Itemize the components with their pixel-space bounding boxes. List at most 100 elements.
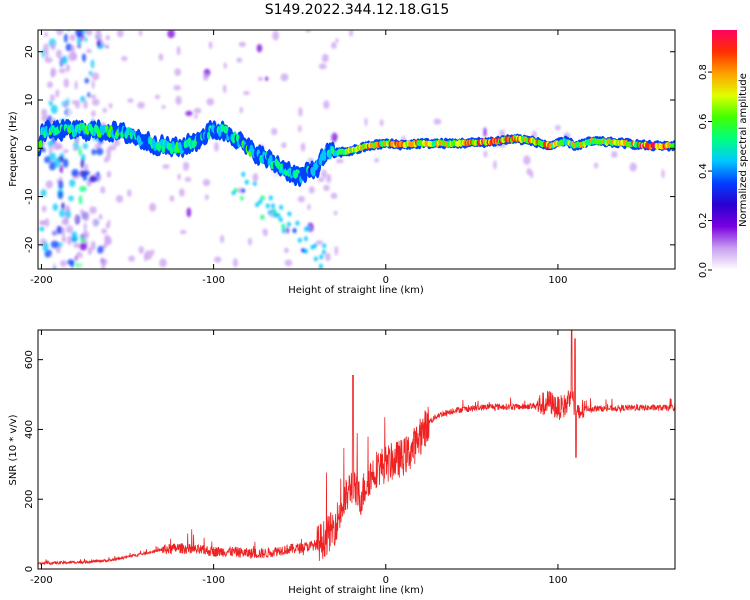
noise-blob: [603, 216, 610, 222]
noise-blob: [291, 84, 297, 94]
noise-blob: [81, 53, 87, 63]
snr-panel: -200 -100 0 100 0 200 400 600 Height of straig…: [8, 329, 676, 596]
noise-blob: [91, 148, 97, 156]
x-tick-label: 100: [548, 575, 567, 586]
noise-blob: [591, 43, 600, 49]
y-tick-label: -10: [24, 188, 35, 204]
noise-blob: [611, 150, 618, 159]
ridge-core: [224, 125, 229, 134]
noise-blob: [298, 107, 303, 117]
noise-blob: [319, 254, 324, 260]
noise-blob: [73, 146, 78, 152]
ridge-core: [38, 140, 43, 149]
noise-blob: [326, 174, 332, 184]
noise-blob: [397, 240, 403, 250]
noise-blob: [188, 47, 193, 54]
noise-blob: [105, 34, 110, 41]
noise-blob: [220, 234, 225, 244]
noise-blob: [440, 205, 447, 213]
noise-blob: [662, 87, 670, 93]
noise-blob: [167, 30, 175, 39]
spectrogram-x-axis-label: Height of straight line (km): [288, 285, 424, 296]
noise-blob: [493, 160, 497, 170]
noise-blob: [202, 178, 211, 187]
noise-blob: [483, 150, 488, 158]
noise-blob: [310, 244, 315, 250]
noise-blob: [105, 222, 111, 229]
noise-blob: [439, 108, 443, 119]
noise-blob: [143, 253, 148, 262]
noise-blob: [468, 192, 474, 201]
noise-blob: [63, 33, 68, 43]
noise-blob: [619, 251, 626, 257]
noise-blob: [102, 107, 108, 114]
noise-blob: [554, 125, 561, 131]
colorbar-tick-label: 0.8: [698, 64, 709, 80]
noise-blob: [287, 50, 295, 57]
noise-blob: [359, 36, 364, 45]
noise-blob: [511, 244, 517, 250]
noise-blob: [267, 209, 272, 215]
noise-blob: [438, 61, 444, 71]
noise-blob: [625, 100, 629, 107]
noise-blob: [162, 164, 170, 169]
noise-blob: [64, 205, 71, 213]
ridge-core: [282, 162, 287, 171]
ridge-core: [220, 124, 225, 133]
noise-blob: [52, 234, 59, 242]
noise-blob: [569, 257, 578, 265]
noise-blob: [321, 169, 327, 179]
noise-blob: [188, 41, 196, 47]
noise-blob: [445, 215, 453, 223]
noise-blob: [151, 188, 158, 195]
noise-blob: [308, 186, 315, 194]
noise-blob: [182, 161, 190, 171]
noise-blob: [108, 103, 113, 109]
noise-blob: [495, 61, 499, 69]
noise-blob: [61, 202, 65, 210]
noise-blob: [96, 39, 101, 48]
noise-blob: [76, 59, 82, 69]
noise-blob: [287, 211, 292, 217]
noise-blob: [77, 256, 81, 266]
noise-blob: [66, 259, 75, 266]
noise-blob: [323, 100, 330, 109]
noise-blob: [310, 233, 314, 243]
noise-blob: [391, 93, 399, 102]
noise-blob: [169, 195, 175, 202]
noise-blob: [241, 188, 246, 194]
noise-blob: [111, 209, 116, 216]
noise-blob: [604, 64, 609, 70]
noise-blob: [101, 228, 108, 234]
noise-blob: [506, 46, 510, 55]
noise-blob: [445, 87, 452, 93]
noise-blob: [512, 247, 521, 255]
noise-blob: [98, 213, 103, 220]
noise-blob: [590, 70, 595, 77]
noise-blob: [64, 101, 68, 109]
noise-blob: [76, 251, 83, 260]
noise-blob: [278, 217, 283, 223]
noise-blob: [71, 45, 75, 55]
colorbar: 0.0 0.2 0.4 0.6 0.8 Normalized spectral ampl…: [698, 30, 749, 278]
noise-blob: [120, 112, 125, 118]
noise-blob: [284, 259, 293, 267]
noise-blob: [631, 195, 636, 205]
noise-blob: [100, 186, 106, 194]
noise-blob: [281, 228, 286, 234]
noise-blob: [505, 35, 511, 42]
noise-blob: [313, 256, 318, 262]
noise-blob: [295, 220, 300, 226]
noise-blob: [450, 227, 454, 234]
noise-blob: [87, 246, 93, 256]
noise-blob: [82, 211, 90, 222]
noise-blob: [58, 179, 64, 190]
noise-blob: [370, 132, 375, 137]
noise-blob: [288, 197, 293, 205]
snr-plot-background: [38, 330, 675, 569]
noise-blob: [298, 252, 303, 258]
noise-blob: [610, 214, 618, 221]
noise-blob: [448, 235, 453, 245]
noise-blob: [104, 40, 113, 47]
